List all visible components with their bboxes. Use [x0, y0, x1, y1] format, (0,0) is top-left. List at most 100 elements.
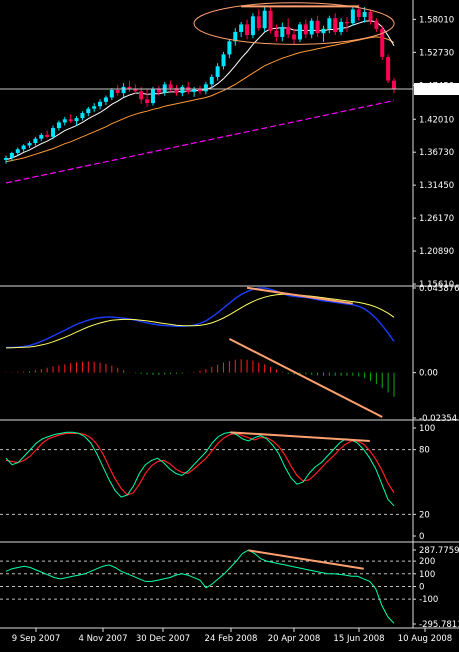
macd-line [6, 287, 395, 349]
candle-up [86, 108, 91, 114]
candle-up [221, 54, 226, 67]
time-tick-label: 4 Nov 2007 [78, 634, 127, 644]
candle-down [344, 21, 349, 24]
candle-down [274, 30, 279, 37]
candle-down [168, 84, 173, 89]
price-tick-label: 1.58010 [419, 15, 454, 25]
candle-down [386, 56, 391, 81]
signal-line [5, 293, 395, 349]
candle-up [150, 89, 155, 104]
candle-down [286, 26, 291, 35]
candle-up [350, 9, 355, 24]
candle-up [250, 16, 255, 36]
price-tick-label: 1.42010 [419, 115, 454, 125]
stochastic-tick-label: 0 [419, 532, 424, 542]
candle-down [380, 28, 385, 57]
candle-up [203, 84, 208, 92]
candle-up [80, 113, 85, 119]
macd-tick-label: 0.00 [419, 369, 438, 379]
cci-divergence-line [248, 549, 364, 570]
candle-down [133, 89, 138, 92]
candle-down [356, 9, 361, 17]
candle-up [62, 119, 67, 123]
candle-down [174, 88, 179, 94]
time-tick-label: 24 Feb 2008 [205, 634, 258, 644]
stochastic-k-line [5, 431, 395, 507]
candle-down [392, 80, 396, 90]
cci-tick-label: 100 [419, 570, 435, 580]
time-tick-label: 15 Jun 2008 [333, 634, 384, 644]
price-tick-label: 1.36730 [419, 148, 454, 158]
time-tick-label: 20 Apr 2008 [268, 634, 321, 644]
candle-up [309, 20, 314, 35]
stochastic-panel: 100 80 20 0 [0, 424, 435, 542]
candle-up [262, 10, 267, 29]
time-tick-label: 9 Sep 2007 [12, 634, 60, 644]
candle-up [92, 106, 97, 109]
stochastic-tick-label: 80 [419, 446, 430, 456]
candle-up [297, 24, 302, 40]
cci-tick-label: 287.7759 [419, 546, 459, 556]
candle-up [15, 149, 20, 154]
current-price-box [414, 83, 459, 96]
candle-up [362, 11, 367, 17]
time-tick-label: 10 Aug 2008 [398, 634, 452, 644]
candle-down [333, 18, 338, 32]
stochastic-tick-label: 100 [419, 424, 435, 434]
candle-up [215, 66, 220, 77]
price-tick-label: 1.52730 [419, 48, 454, 58]
candle-down [374, 20, 379, 29]
candle-up [162, 84, 167, 93]
candle-down [256, 16, 261, 29]
candle-down [156, 89, 161, 93]
candle-up [74, 118, 79, 122]
candle-down [115, 89, 120, 94]
candle-down [268, 10, 273, 31]
candle-up [209, 76, 214, 85]
candle-up [121, 86, 126, 94]
candle-down [68, 119, 73, 122]
stochastic-divergence-line [230, 431, 370, 442]
candle-down [198, 89, 202, 92]
macd-tick-label: -0.02354 [419, 414, 457, 424]
stochastic-d-line [5, 432, 395, 496]
candle-up [9, 153, 14, 159]
candle-up [280, 26, 285, 37]
candle-down [315, 20, 320, 34]
candle-down [45, 134, 50, 137]
price-tick-label: 1.31450 [419, 181, 454, 191]
x-axis: 9 Sep 2007 4 Nov 2007 30 Dec 2007 24 Feb 20… [12, 628, 452, 644]
macd-tick-label: 0.043876 [419, 284, 459, 294]
candle-up [39, 134, 44, 139]
candle-down [245, 24, 250, 36]
candle-up [339, 21, 344, 32]
candle-up [239, 24, 244, 32]
candle-down [368, 11, 373, 21]
candle-up [51, 128, 56, 137]
candle-down [303, 24, 308, 35]
candle-up [109, 89, 114, 98]
histogram-divergence-line [228, 337, 383, 418]
candle-up [180, 86, 185, 94]
cci-tick-label: 200 [419, 557, 435, 567]
candle-down [292, 34, 297, 40]
cci-tick-label: -100 [419, 595, 438, 605]
price-tick-label: 1.20890 [419, 247, 454, 257]
price-panel: 1.580101.527301.474501.420101.367301.314… [0, 2, 459, 290]
candle-up [192, 89, 197, 92]
candle-up [21, 145, 26, 150]
candle-up [227, 41, 232, 55]
cci-tick-label: 0 [419, 582, 424, 592]
macd-panel: 0.043876 0.00 -0.02354 [5, 284, 459, 424]
candle-down [127, 86, 132, 90]
price-tick-label: 1.15610 [419, 280, 454, 290]
candle-up [103, 97, 108, 102]
current-price-label: 1.46857 [420, 85, 455, 95]
candle-up [56, 122, 61, 129]
cci-tick-label: -295.7811 [419, 620, 459, 630]
candle-up [327, 18, 332, 29]
consolidation-ellipse [193, 2, 395, 45]
